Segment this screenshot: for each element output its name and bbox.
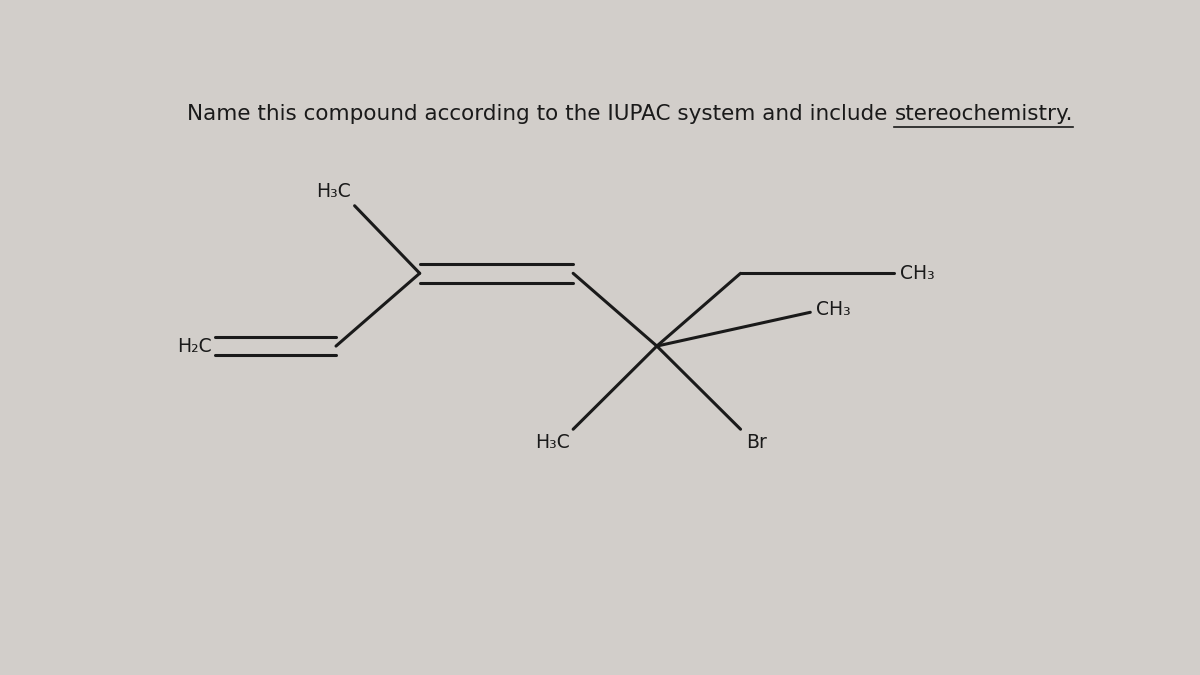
- Text: CH₃: CH₃: [900, 264, 935, 283]
- Text: CH₃: CH₃: [816, 300, 851, 319]
- Text: Br: Br: [746, 433, 767, 452]
- Text: H₃C: H₃C: [535, 433, 570, 452]
- Text: Name this compound according to the IUPAC system and include: Name this compound according to the IUPA…: [187, 105, 894, 124]
- Text: stereochemistry.: stereochemistry.: [894, 105, 1073, 124]
- Text: H₂C: H₂C: [176, 337, 211, 356]
- Text: H₃C: H₃C: [316, 182, 350, 200]
